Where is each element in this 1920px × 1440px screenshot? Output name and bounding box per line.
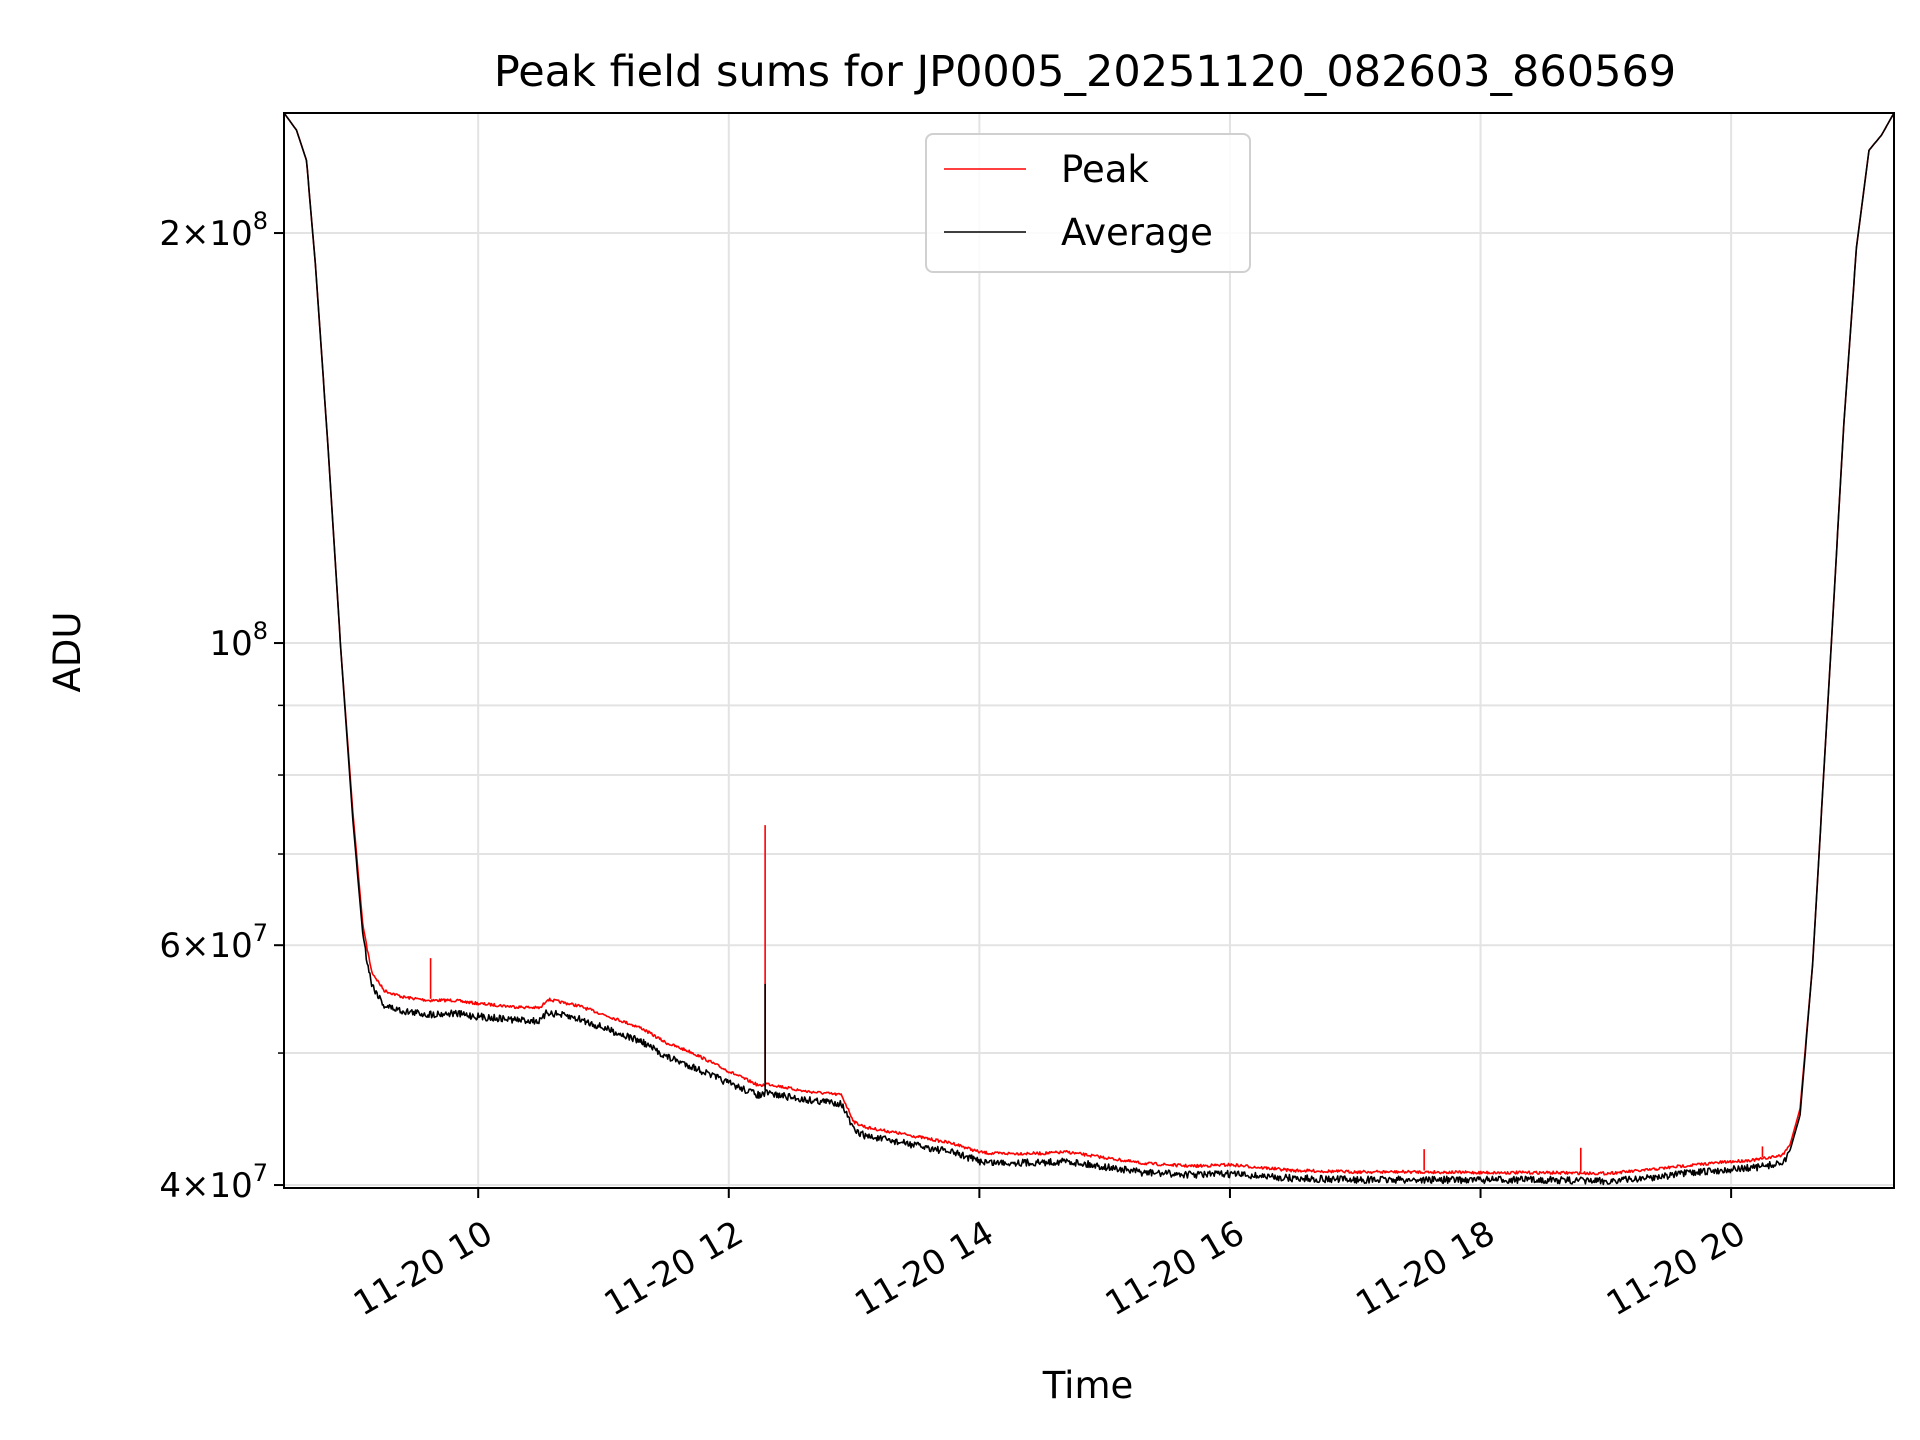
average-series-line (283, 112, 1895, 1186)
chart-title: Peak field sums for JP0005_20251120_0826… (494, 47, 1676, 97)
y-tick-label: 4×107 (159, 1159, 268, 1206)
y-tick-label: 6×107 (159, 919, 268, 966)
peak-series-line (283, 112, 1895, 1176)
legend-peak-label: Peak (1061, 148, 1149, 191)
legend-average-label: Average (1061, 211, 1213, 254)
y-axis-label: ADU (46, 612, 89, 693)
legend: Peak Average (925, 133, 1251, 273)
x-axis-label: Time (1042, 1364, 1134, 1407)
plot-series (283, 112, 1895, 1186)
plot-frame (283, 112, 1895, 1189)
y-tick-label: 108 (209, 617, 268, 664)
y-tick-label: 2×108 (159, 207, 268, 254)
y-axis-ticks: 4×107 6×107 108 2×108 (159, 207, 284, 1206)
